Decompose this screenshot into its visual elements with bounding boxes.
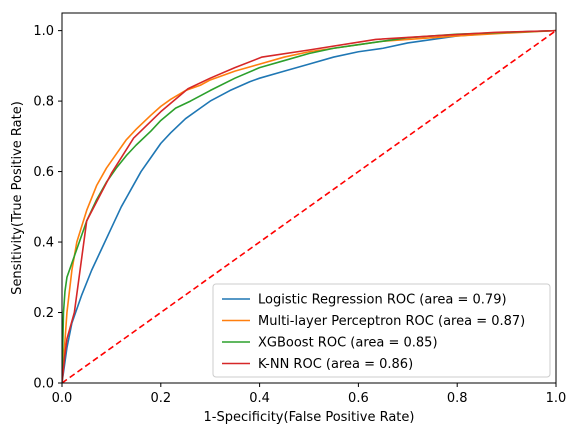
x-axis-ticks: 0.0 0.2 0.4 0.6 0.8 1.0	[52, 383, 567, 406]
y-tick-label: 1.0	[33, 24, 54, 39]
reference-line-layer	[62, 29, 556, 383]
legend-label-2: XGBoost ROC (area = 0.85)	[258, 336, 438, 351]
y-tick-label: 0.8	[33, 95, 54, 110]
x-tick-label: 1.0	[546, 391, 567, 406]
legend-label-0: Logistic Regression ROC (area = 0.79)	[258, 293, 507, 308]
x-axis-title: 1-Specificity(False Positive Rate)	[204, 410, 415, 425]
x-tick-label: 0.2	[150, 391, 171, 406]
y-tick-label: 0.6	[33, 165, 54, 180]
x-tick-label: 0.4	[249, 391, 270, 406]
y-tick-label: 0.4	[33, 236, 54, 251]
y-axis-title: Sensitivity(True Positive Rate)	[10, 101, 25, 295]
series-layer	[62, 29, 556, 383]
series-line-0	[62, 29, 556, 383]
x-tick-label: 0.8	[447, 391, 468, 406]
x-tick-label: 0.0	[52, 391, 73, 406]
legend-label-3: K-NN ROC (area = 0.86)	[258, 357, 413, 372]
legend-box	[212, 283, 551, 378]
y-tick-label: 0.2	[33, 306, 54, 321]
legend: Logistic Regression ROC (area = 0.79) Mul…	[212, 283, 551, 378]
y-axis-ticks: 0.0 0.2 0.4 0.6 0.8 1.0	[33, 24, 62, 392]
x-tick-label: 0.6	[348, 391, 369, 406]
chance-reference-line	[62, 29, 556, 383]
y-tick-label: 0.0	[33, 377, 54, 392]
legend-label-1: Multi-layer Perceptron ROC (area = 0.87)	[258, 314, 525, 329]
series-line-2	[62, 29, 556, 383]
series-line-3	[62, 29, 556, 383]
axes-frame	[61, 12, 557, 384]
